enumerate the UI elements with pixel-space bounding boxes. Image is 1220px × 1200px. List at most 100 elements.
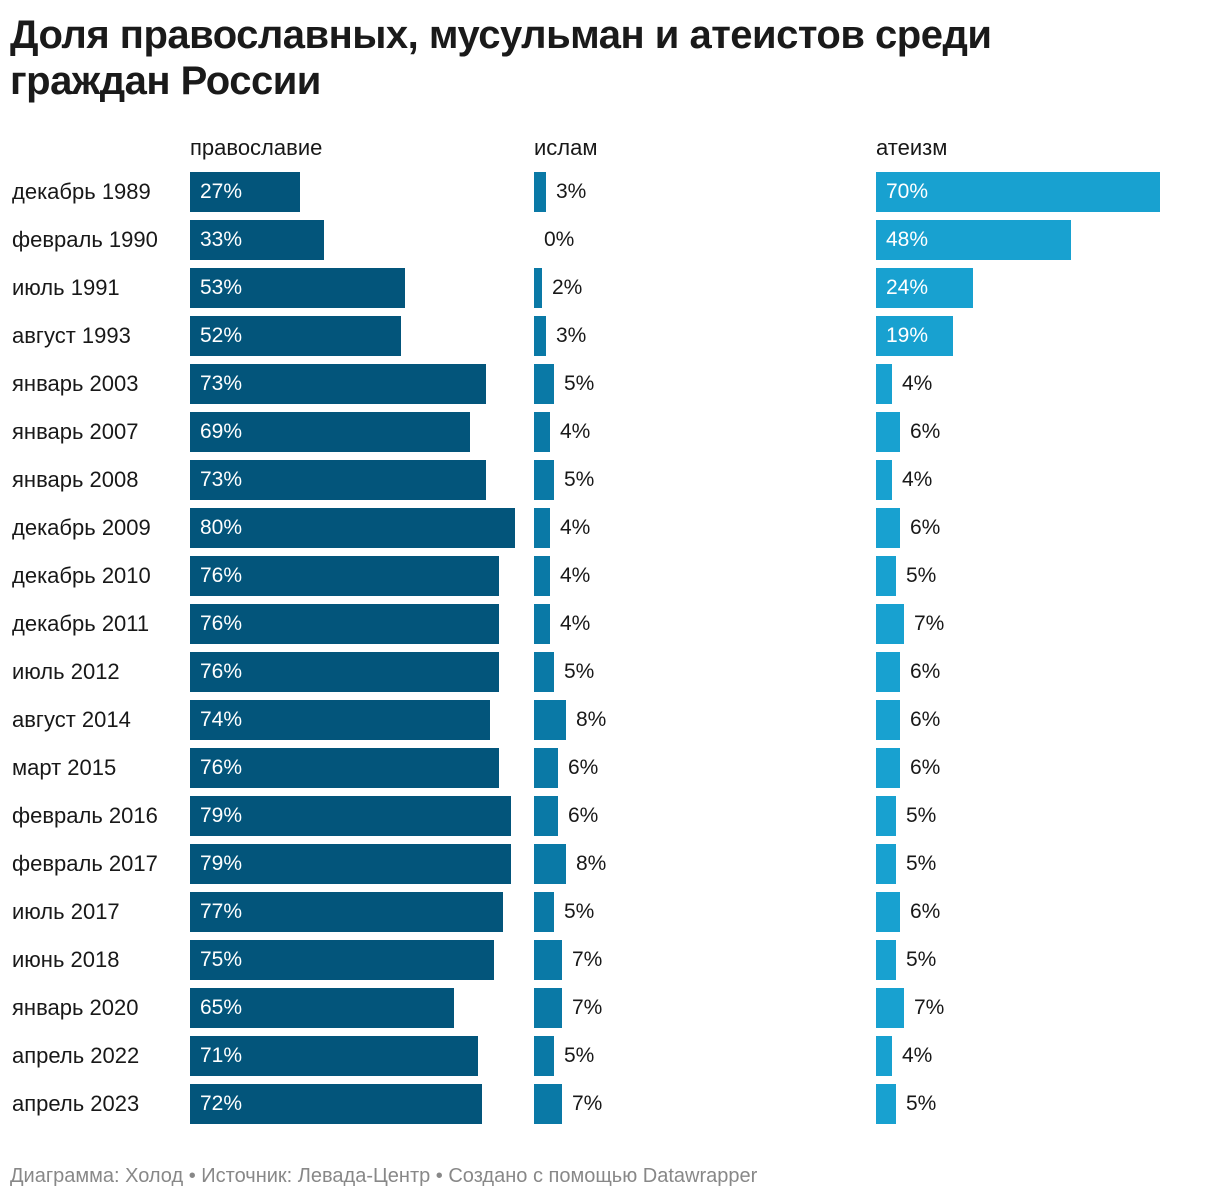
bar-atheism	[876, 796, 896, 836]
bar-atheism	[876, 652, 900, 692]
value-label-atheism: 7%	[914, 996, 945, 1019]
value-label-orthodox: 73%	[200, 372, 243, 395]
value-label-islam: 7%	[572, 1092, 603, 1115]
row-label: январь 2003	[12, 371, 139, 396]
value-label-orthodox: 71%	[200, 1044, 243, 1067]
bar-islam	[534, 700, 566, 740]
value-label-orthodox: 79%	[200, 804, 243, 827]
bar-atheism	[876, 892, 900, 932]
bar-islam	[534, 268, 542, 308]
bar-atheism	[876, 268, 973, 308]
value-label-atheism: 24%	[886, 276, 929, 299]
value-label-orthodox: 76%	[200, 756, 243, 779]
value-label-islam: 4%	[560, 420, 591, 443]
value-label-orthodox: 74%	[200, 708, 243, 731]
bar-orthodox	[190, 460, 486, 500]
bar-orthodox	[190, 1036, 478, 1076]
value-label-atheism: 6%	[910, 420, 941, 443]
value-label-orthodox: 75%	[200, 948, 243, 971]
column-header-orthodox: православие	[190, 135, 323, 160]
row-label: август 2014	[12, 707, 131, 732]
bar-atheism	[876, 940, 896, 980]
bar-orthodox	[190, 268, 405, 308]
bar-islam	[534, 844, 566, 884]
chart-footer: Диаграмма: Холод • Источник: Левада-Цент…	[10, 1165, 758, 1187]
value-label-islam: 5%	[564, 660, 595, 683]
column-header-islam: ислам	[534, 135, 598, 160]
bar-islam	[534, 796, 558, 836]
bar-islam	[534, 604, 550, 644]
bar-atheism	[876, 988, 904, 1028]
bar-islam	[534, 988, 562, 1028]
value-label-atheism: 5%	[906, 564, 937, 587]
row-label: февраль 1990	[12, 227, 158, 252]
value-label-islam: 0%	[544, 228, 575, 251]
bar-orthodox	[190, 412, 470, 452]
value-label-atheism: 4%	[902, 372, 933, 395]
bar-atheism	[876, 508, 900, 548]
bar-atheism	[876, 316, 953, 356]
value-label-atheism: 48%	[886, 228, 929, 251]
column-header-atheism: атеизм	[876, 135, 948, 160]
row-label: январь 2020	[12, 995, 139, 1020]
value-label-orthodox: 65%	[200, 996, 243, 1019]
row-label: июль 2012	[12, 659, 120, 684]
value-label-islam: 6%	[568, 756, 599, 779]
bar-orthodox	[190, 940, 494, 980]
value-label-atheism: 5%	[906, 852, 937, 875]
bar-atheism	[876, 220, 1071, 260]
row-label: август 1993	[12, 323, 131, 348]
bar-atheism	[876, 700, 900, 740]
row-label: апрель 2022	[12, 1043, 140, 1068]
value-label-atheism: 6%	[910, 660, 941, 683]
row-label: апрель 2023	[12, 1091, 140, 1116]
bar-islam	[534, 652, 554, 692]
bar-islam	[534, 460, 554, 500]
value-label-islam: 8%	[576, 708, 607, 731]
row-label: декабрь 2011	[12, 611, 150, 636]
bar-islam	[534, 940, 562, 980]
value-label-orthodox: 69%	[200, 420, 243, 443]
value-label-islam: 2%	[552, 276, 583, 299]
row-label: январь 2007	[12, 419, 139, 444]
bar-atheism	[876, 1084, 896, 1124]
bar-orthodox	[190, 1084, 482, 1124]
bar-orthodox	[190, 508, 515, 548]
value-label-orthodox: 33%	[200, 228, 243, 251]
row-label: март 2015	[12, 755, 117, 780]
value-label-islam: 3%	[556, 324, 587, 347]
value-label-orthodox: 79%	[200, 852, 243, 875]
value-label-islam: 8%	[576, 852, 607, 875]
bar-orthodox	[190, 364, 486, 404]
bar-islam	[534, 172, 546, 212]
value-label-orthodox: 76%	[200, 564, 243, 587]
bar-islam	[534, 748, 558, 788]
value-label-orthodox: 52%	[200, 324, 243, 347]
row-label: февраль 2017	[12, 851, 158, 876]
value-label-atheism: 6%	[910, 900, 941, 923]
value-label-islam: 5%	[564, 468, 595, 491]
value-label-atheism: 6%	[910, 708, 941, 731]
value-label-orthodox: 80%	[200, 516, 243, 539]
value-label-islam: 5%	[564, 900, 595, 923]
bar-orthodox	[190, 796, 511, 836]
value-label-atheism: 5%	[906, 948, 937, 971]
value-label-orthodox: 53%	[200, 276, 243, 299]
row-label: июль 2017	[12, 899, 120, 924]
value-label-atheism: 19%	[886, 324, 929, 347]
bar-atheism	[876, 1036, 892, 1076]
bar-islam	[534, 508, 550, 548]
value-label-atheism: 4%	[902, 1044, 933, 1067]
bar-orthodox	[190, 748, 499, 788]
value-label-atheism: 6%	[910, 516, 941, 539]
value-label-orthodox: 27%	[200, 180, 243, 203]
bar-islam	[534, 412, 550, 452]
bar-orthodox	[190, 604, 499, 644]
value-label-islam: 5%	[564, 1044, 595, 1067]
value-label-islam: 6%	[568, 804, 599, 827]
bar-orthodox	[190, 988, 454, 1028]
row-label: декабрь 1989	[12, 179, 151, 204]
bar-orthodox	[190, 652, 499, 692]
value-label-islam: 7%	[572, 996, 603, 1019]
value-label-islam: 4%	[560, 564, 591, 587]
